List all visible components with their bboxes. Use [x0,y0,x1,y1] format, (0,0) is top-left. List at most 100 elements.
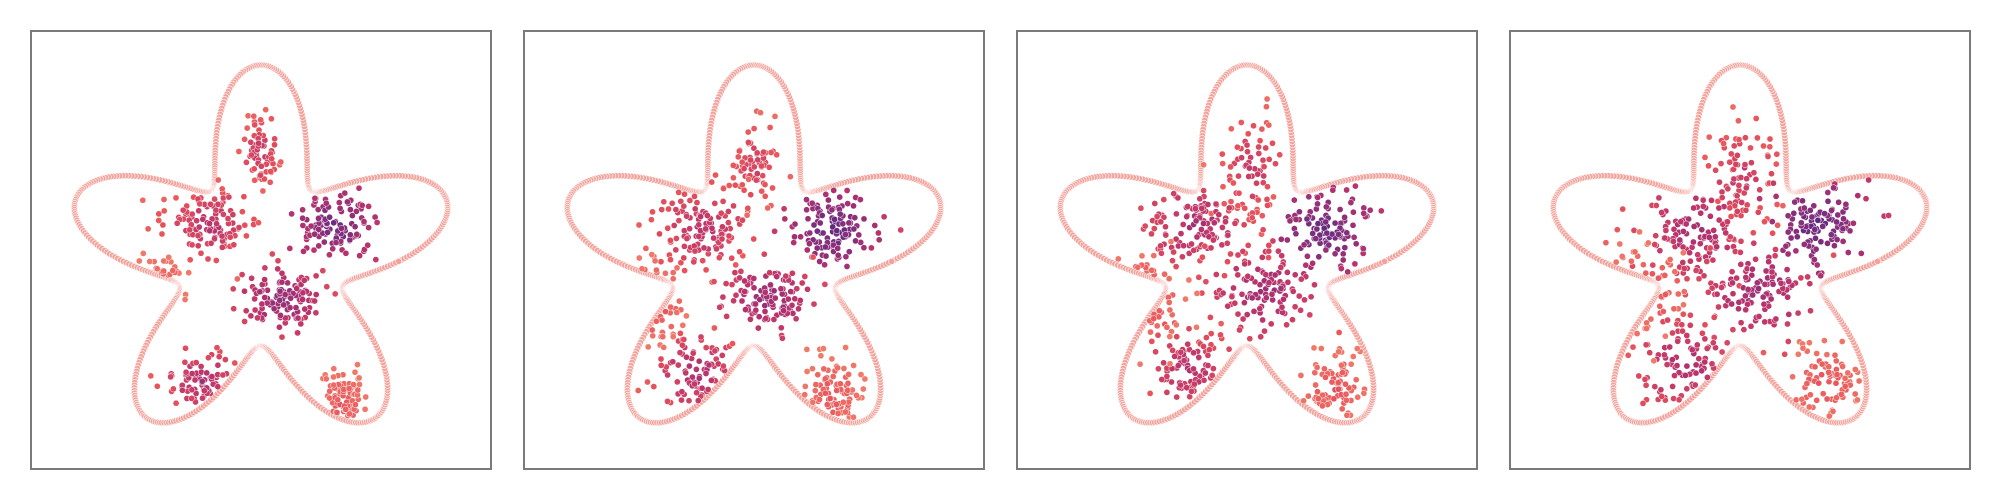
scatter-point [711,200,719,207]
scatter-point [1759,293,1767,301]
scatter-point [312,309,320,317]
scatter-point [188,395,195,402]
scatter-point [1195,273,1203,281]
scatter-point [1701,321,1709,329]
scatter-point [761,289,769,296]
scatter-point [1761,318,1769,326]
scatter-point [812,381,820,388]
scatter-point [1857,250,1865,257]
scatter-point [683,312,690,320]
scatter-point [719,198,727,205]
scatter-point [1841,375,1849,382]
scatter-point [276,287,284,295]
scatter-point [1854,192,1862,199]
scatter-point [1141,222,1149,230]
scatter-point [1337,265,1345,272]
scatter-point [1155,365,1162,373]
scatter-point [1277,264,1285,271]
scatter-point [659,333,667,341]
scatter-point [1244,148,1251,156]
scatter-point [673,378,681,386]
scatter-point [1261,327,1268,335]
scatter-point [1154,331,1162,339]
scatter-point [1769,280,1777,288]
scatter-point [1353,345,1361,352]
scatter-point [1339,369,1346,376]
scatter-point [1825,378,1833,386]
scatter-point [247,312,255,320]
scatter-point [300,248,307,255]
scatter-point [1740,326,1748,333]
scatter-point [1753,279,1761,287]
scatter-point [1793,233,1801,241]
scatter-point [1236,326,1243,334]
scatter-point [372,256,380,263]
scatter-point [1669,356,1676,363]
scatter-point [1166,306,1174,314]
scatter-point [729,340,736,347]
boundary-point [395,257,403,265]
scatter-point [1246,335,1254,343]
scatter-point [1694,251,1702,259]
scatter-point [1676,236,1684,244]
scatter-point [744,204,752,212]
scatter-point [792,315,800,323]
scatter-point [860,215,868,223]
scatter-point [255,219,262,227]
scatter-point [1177,348,1185,356]
scatter-point [1280,295,1287,303]
scatter-point [1710,227,1718,234]
scatter-point [648,326,656,334]
scatter-point [219,371,227,379]
scatter-point [1824,197,1832,205]
scatter-point [214,361,222,369]
scatter-point [801,383,809,390]
scatter-point [1314,194,1322,201]
scatter-point [1735,117,1742,125]
scatter-point [837,380,844,388]
scatter-point [1204,201,1212,208]
scatter-point [262,106,270,114]
scatter-point [716,303,724,311]
scatter-point [1704,288,1712,296]
scatter-point [186,256,194,264]
scatter-point [787,173,794,181]
scatter-point [740,186,748,194]
scatter-point [1754,208,1762,216]
scatter-point [702,266,710,274]
scatter-point [741,277,748,285]
scatter-point [169,267,177,274]
scatter-point [651,257,659,265]
scatter-point [1703,345,1711,352]
scatter-point [1258,125,1266,133]
scatter-point [742,306,749,313]
scatter-point [664,224,672,232]
scatter-point [1315,395,1322,403]
scatter-point [1260,163,1268,171]
scatter-point [635,221,643,229]
scatter-point [1210,219,1218,227]
scatter-point [851,214,859,222]
scatter-point [1850,219,1857,227]
scatter-point [685,397,693,405]
scatter-point [720,185,727,192]
scatter-point [825,196,832,204]
scatter-point [695,233,703,240]
scatter-point [365,224,372,231]
scatter-point [766,124,774,131]
scatter-point [351,368,359,376]
scatter-point [1162,223,1169,231]
scatter-point [241,287,248,295]
scatter-point [1715,216,1723,224]
scatter-point [836,210,844,218]
scatter-point [842,231,849,238]
scatter-point [1265,121,1273,129]
scatter-point [276,296,284,304]
scatter-point [1779,202,1787,210]
scatter-point [679,321,687,329]
scatter-point [1227,198,1235,205]
scatter-point [695,357,703,365]
scatter-point [809,253,817,261]
scatter-point [1250,308,1258,315]
scatter-point [326,251,333,259]
